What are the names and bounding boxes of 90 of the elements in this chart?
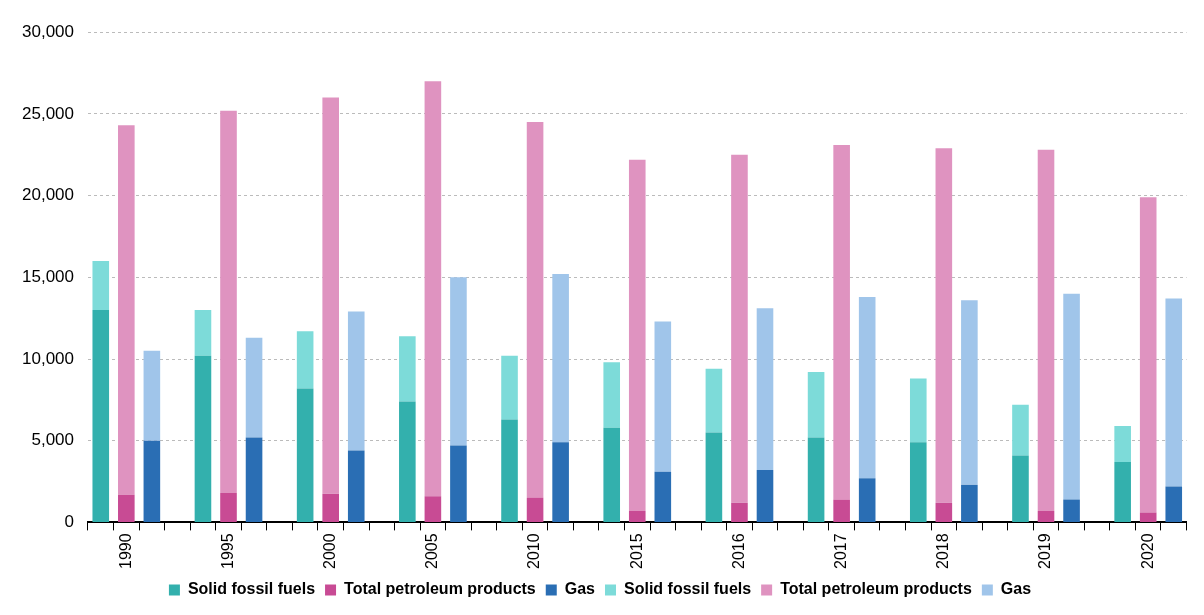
bar <box>935 502 953 522</box>
bar <box>450 445 467 522</box>
bar <box>858 478 876 522</box>
y-tick-label: 30,000 <box>22 21 74 41</box>
x-tick-label: 2018 <box>934 533 952 569</box>
bar <box>245 337 263 438</box>
bar <box>1165 486 1183 522</box>
bar <box>909 442 927 522</box>
bar <box>501 419 518 522</box>
bar <box>1165 298 1183 487</box>
bar <box>603 427 621 522</box>
bar <box>92 260 110 310</box>
bar <box>628 510 646 522</box>
x-tick-label: 2015 <box>627 533 645 569</box>
y-tick-label: 20,000 <box>22 185 74 205</box>
bar <box>1037 510 1055 522</box>
bar <box>399 401 416 522</box>
bar <box>1139 197 1157 513</box>
bar <box>143 440 161 522</box>
bar <box>1063 499 1080 522</box>
bar <box>705 432 723 522</box>
legend-label: Gas <box>1000 580 1032 598</box>
bar <box>1012 404 1029 456</box>
bar <box>424 496 442 522</box>
bar <box>731 502 748 522</box>
x-tick-label: 2000 <box>321 533 339 569</box>
bar <box>552 442 569 522</box>
x-tick-label: 1995 <box>218 533 236 569</box>
bar <box>1139 512 1157 522</box>
x-tick-label: 2016 <box>729 533 747 569</box>
bar <box>450 277 467 446</box>
bar <box>118 125 135 495</box>
bar <box>194 355 212 522</box>
y-tick-label: 10,000 <box>22 348 74 368</box>
bar <box>654 471 672 522</box>
bar <box>1012 455 1029 522</box>
y-tick-label: 0 <box>64 512 74 532</box>
bar <box>322 97 339 494</box>
bar <box>858 296 876 479</box>
x-tick-label: 2010 <box>525 533 543 569</box>
legend-label: Total petroleum products <box>780 580 972 598</box>
bar <box>705 368 723 433</box>
x-tick-label: 1990 <box>116 533 134 569</box>
bar <box>296 331 314 389</box>
bar <box>92 309 110 522</box>
bar <box>807 437 825 522</box>
legend-label: Solid fossil fuels <box>624 580 752 598</box>
bar <box>526 122 544 498</box>
bar <box>194 309 212 356</box>
bar <box>1063 293 1080 500</box>
x-tick-label: 2020 <box>1138 533 1156 569</box>
legend-label: Gas <box>564 580 596 598</box>
bar <box>220 492 237 522</box>
bar <box>961 484 978 522</box>
bar <box>220 110 237 493</box>
bar <box>603 362 621 428</box>
bar <box>501 355 518 420</box>
bar <box>552 274 569 443</box>
bar <box>424 81 442 497</box>
bar <box>961 300 978 485</box>
bar <box>628 159 646 511</box>
y-tick-label: 5,000 <box>31 430 74 450</box>
bar <box>833 144 850 500</box>
legend-label: Solid fossil fuels <box>187 580 316 598</box>
y-tick-label: 15,000 <box>22 266 74 286</box>
bar <box>347 311 365 451</box>
bar <box>118 494 135 522</box>
bar <box>909 378 927 443</box>
bar <box>1037 149 1055 511</box>
bar <box>245 437 263 522</box>
bar <box>935 148 953 503</box>
bar <box>654 321 672 472</box>
y-tick-label: 25,000 <box>22 103 74 123</box>
bar <box>756 470 774 522</box>
x-tick-label: 2017 <box>832 533 850 569</box>
bar <box>1114 461 1131 522</box>
bar <box>807 372 825 438</box>
bar <box>143 350 161 441</box>
bar <box>347 450 365 522</box>
x-tick-label: 2019 <box>1036 533 1054 569</box>
bar <box>526 497 544 522</box>
bar <box>399 336 416 402</box>
bar <box>756 308 774 471</box>
bar <box>296 388 314 522</box>
bar <box>322 493 339 522</box>
x-tick-label: 2005 <box>423 533 441 569</box>
bar <box>1114 426 1131 462</box>
legend-label: Total petroleum products <box>344 580 536 598</box>
bar <box>731 154 748 503</box>
bar <box>833 499 850 522</box>
